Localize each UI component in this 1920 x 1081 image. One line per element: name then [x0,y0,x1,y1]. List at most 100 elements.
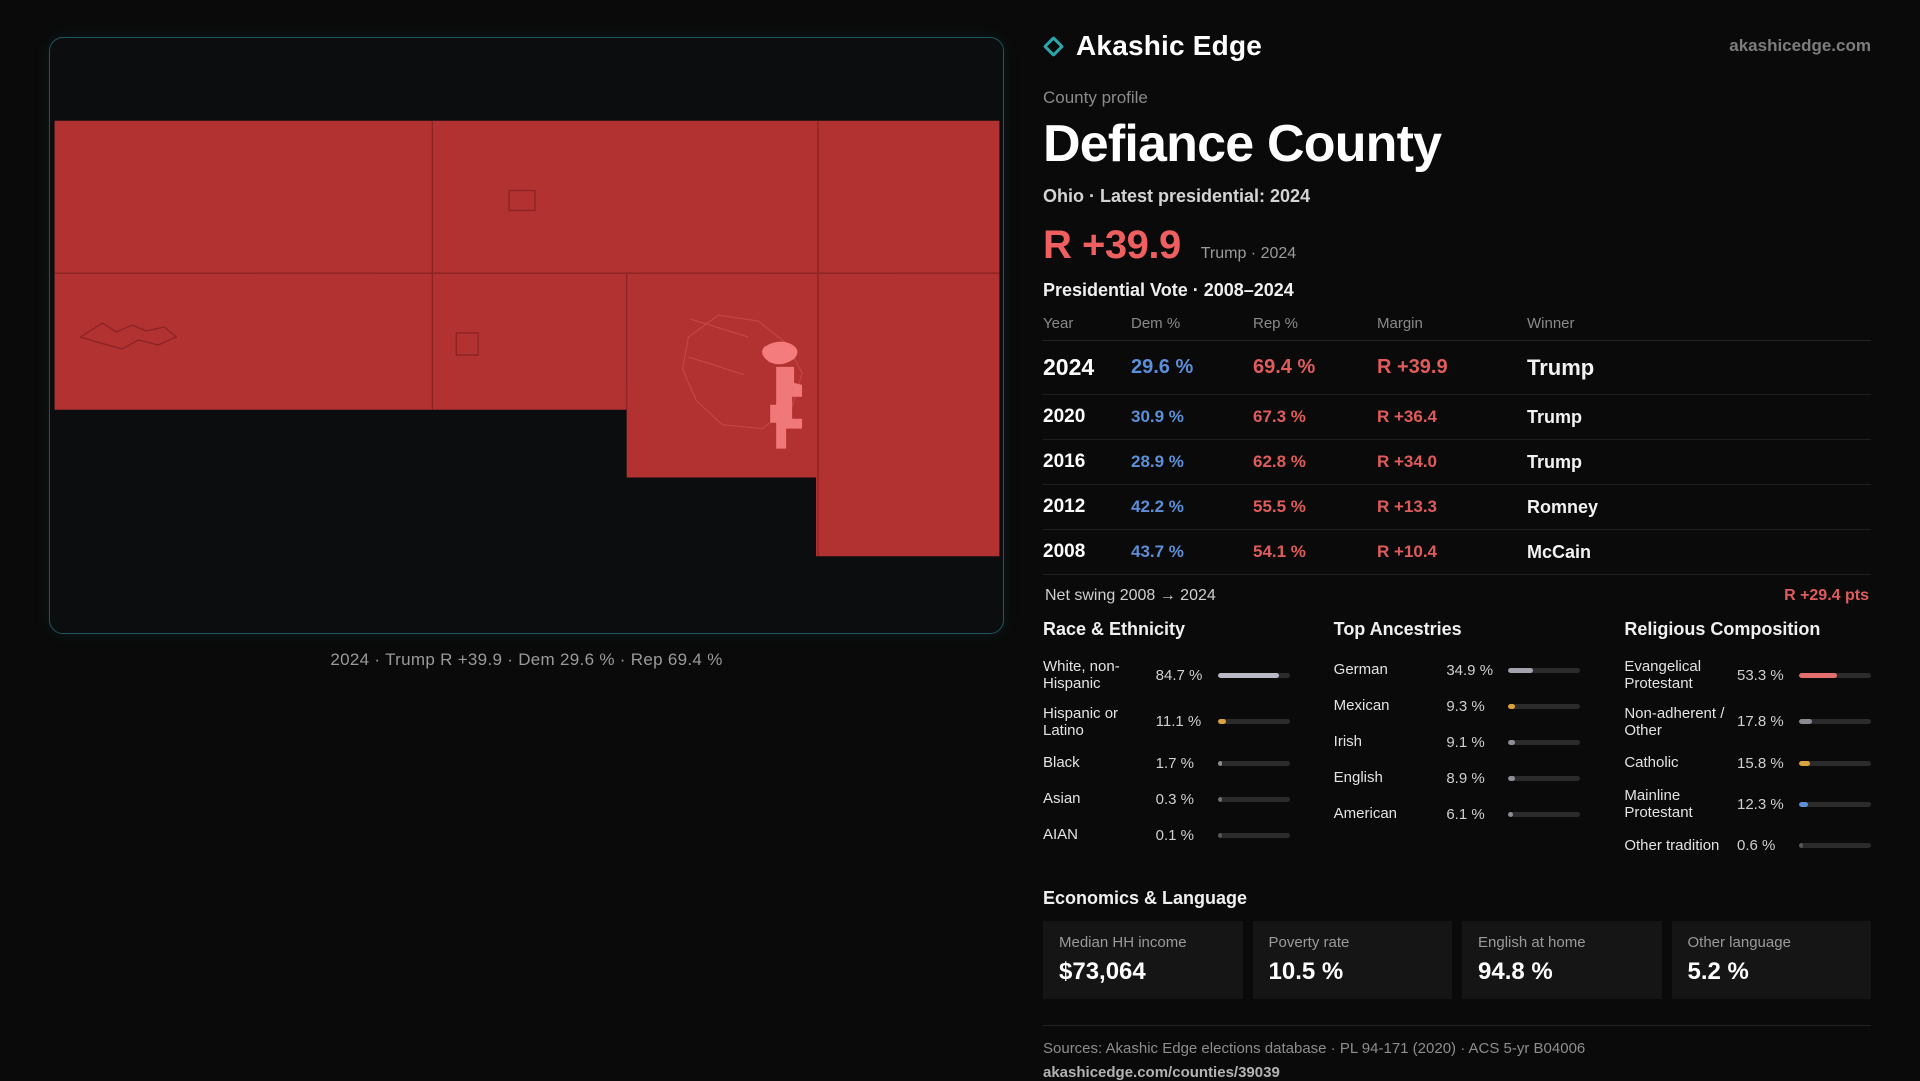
demo-bar [1508,811,1581,817]
stat-value: $73,064 [1059,957,1146,985]
margin-cell: R +36.4 [1377,407,1438,426]
vote-table-title: Presidential Vote · 2008–2024 [1043,280,1294,300]
demo-bar [1217,796,1290,802]
winner-cell: Romney [1527,496,1599,517]
list-item: German 34.9 % [1334,652,1581,688]
economics-title: Economics & Language [1043,887,1248,908]
demo-label: Hispanic or Latino [1043,704,1119,739]
religion-title: Religious Composition [1624,619,1821,639]
eyebrow-label: County profile [1043,88,1148,107]
demo-bar [1508,739,1581,745]
dem-cell: 29.6 % [1131,356,1194,378]
demo-bar [1217,760,1290,766]
sources-line: Sources: Akashic Edge elections database… [1043,1039,1586,1057]
year-cell: 2024 [1043,354,1095,380]
demo-bar-fill [1799,760,1811,766]
demo-value: 9.3 % [1446,697,1485,715]
headline-margin-note: Trump · 2024 [1200,245,1297,262]
winner-cell: Trump [1527,354,1595,380]
stat-label: Poverty rate [1268,933,1350,951]
demo-value: 11.1 % [1155,713,1202,731]
margin-cell: R +34.0 [1377,452,1438,471]
list-item: Non-adherent / Other 17.8 % [1624,699,1871,746]
page-footer: Sources: Akashic Edge elections database… [1043,1024,1871,1081]
col-header-dem: Dem % [1131,315,1181,332]
demo-bar [1799,801,1871,807]
stat-box-median-income: Median HH income $73,064 [1043,920,1243,999]
rep-cell: 62.8 % [1253,452,1306,471]
demo-bar-fill [1217,760,1222,766]
stat-label: Median HH income [1059,933,1187,951]
table-row: 2020 30.9 % 67.3 % R +36.4 Trump [1043,395,1871,440]
stat-label: Other language [1687,933,1791,951]
demo-bar-fill [1508,703,1516,709]
demo-bar-fill [1217,672,1279,678]
demo-label: Mainline Protestant [1624,787,1693,822]
demo-bar-fill [1508,667,1534,673]
app-header: Akashic Edge akashicedge.com [1042,30,1871,62]
list-item: Mainline Protestant 12.3 % [1624,781,1871,828]
list-item: Black 1.7 % [1043,745,1290,781]
page-title: Defiance County [1043,115,1442,173]
demo-bar-fill [1799,719,1812,725]
brand-domain-link[interactable]: akashicedge.com [1729,36,1871,55]
stat-box-poverty-rate: Poverty rate 10.5 % [1252,920,1452,999]
vote-table-header-row: Year Dem % Rep % Margin Winner [1043,305,1871,341]
net-swing-row: Net swing 2008 → 2024 R +29.4 pts [1043,575,1871,615]
stat-box-english-at-home: English at home 94.8 % [1462,920,1662,999]
demo-bar-fill [1217,832,1222,838]
demo-bar [1508,703,1581,709]
list-item: Irish 9.1 % [1334,724,1581,760]
col-header-margin: Margin [1377,315,1423,332]
demo-value: 9.1 % [1446,733,1485,751]
rep-cell: 55.5 % [1253,497,1306,516]
map-section: 2024 · Trump R +39.9 · Dem 29.6 % · Rep … [49,37,1004,670]
demo-label: American [1333,805,1398,823]
demo-bar [1508,667,1581,673]
list-item: Mexican 9.3 % [1334,688,1581,724]
race-title: Race & Ethnicity [1043,619,1186,639]
city-highlight [762,341,803,449]
year-cell: 2008 [1043,541,1086,562]
demo-label: German [1333,661,1388,679]
demo-bar-fill [1217,719,1226,725]
year-cell: 2016 [1043,451,1086,472]
list-item: Catholic 15.8 % [1624,745,1871,781]
list-item: Other tradition 0.6 % [1624,828,1871,864]
demo-label: English [1333,769,1383,787]
demo-label: Mexican [1333,697,1390,715]
net-swing-value: R +29.4 pts [1784,587,1869,604]
col-header-year: Year [1043,315,1074,332]
headline-margin-value: R +39.9 [1043,223,1181,267]
list-item: English 8.9 % [1334,760,1581,796]
col-header-rep: Rep % [1253,315,1299,332]
demo-bar-fill [1508,775,1515,781]
list-item: White, non-Hispanic 84.7 % [1043,652,1290,699]
demo-value: 34.9 % [1446,661,1494,679]
demo-label: Irish [1333,733,1362,751]
demo-value: 8.9 % [1446,769,1485,787]
net-swing-label: Net swing 2008 → 2024 [1045,587,1216,604]
dem-cell: 43.7 % [1131,542,1184,561]
headline-margin-row: R +39.9 Trump · 2024 [1043,223,1871,268]
list-item: Hispanic or Latino 11.1 % [1043,699,1290,746]
demo-bar [1217,672,1290,678]
ancestries-title: Top Ancestries [1333,619,1462,639]
county-shape [54,120,1000,557]
county-map-panel [49,37,1004,634]
stat-value: 10.5 % [1268,957,1344,985]
ancestries-column: Top Ancestries German 34.9 % Mexican 9.3… [1334,619,1581,864]
demo-value: 6.1 % [1446,805,1485,823]
rep-cell: 67.3 % [1253,407,1306,426]
winner-cell: Trump [1527,406,1583,427]
demo-bar [1799,760,1871,766]
demo-bar-fill [1217,796,1222,802]
demo-value: 1.7 % [1155,754,1195,772]
dem-cell: 30.9 % [1131,407,1184,426]
table-row: 2016 28.9 % 62.8 % R +34.0 Trump [1043,440,1871,485]
tract-boundaries [54,120,1000,557]
stat-value: 5.2 % [1687,957,1749,985]
demo-label: Asian [1043,790,1081,808]
county-map [54,120,1000,557]
permalink[interactable]: akashicedge.com/counties/39039 [1043,1063,1280,1081]
